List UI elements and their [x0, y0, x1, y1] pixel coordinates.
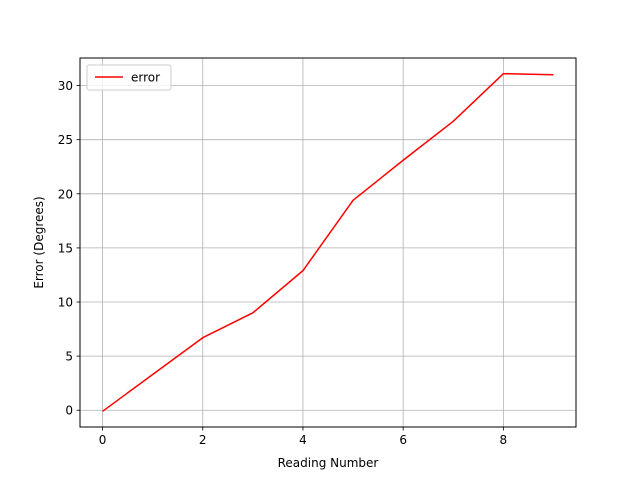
y-tick-label: 5 — [65, 350, 73, 364]
x-tick-label: 8 — [500, 433, 508, 447]
y-tick-label: 20 — [58, 187, 73, 201]
x-tick-label: 0 — [99, 433, 107, 447]
legend-box — [86, 64, 172, 91]
series-layer — [102, 72, 554, 412]
y-tick-label: 15 — [58, 241, 73, 255]
grid — [80, 58, 576, 427]
series-line-error — [102, 72, 554, 412]
x-tick-label: 2 — [199, 433, 207, 447]
y-axis-label: Error (Degrees) — [32, 196, 46, 288]
legend: error — [86, 64, 172, 91]
x-axis-label: Reading Number — [278, 456, 379, 470]
y-tick-label: 0 — [65, 404, 73, 418]
x-tick-label: 6 — [399, 433, 407, 447]
ticks: 0 2 4 6 8 0 5 10 15 20 25 30 — [58, 79, 507, 447]
x-tick-label: 4 — [299, 433, 307, 447]
y-tick-label: 10 — [58, 296, 73, 310]
y-tick-label: 30 — [58, 79, 73, 93]
plot-frame — [79, 57, 577, 428]
legend-label-error: error — [131, 71, 160, 85]
y-tick-label: 25 — [58, 133, 73, 147]
